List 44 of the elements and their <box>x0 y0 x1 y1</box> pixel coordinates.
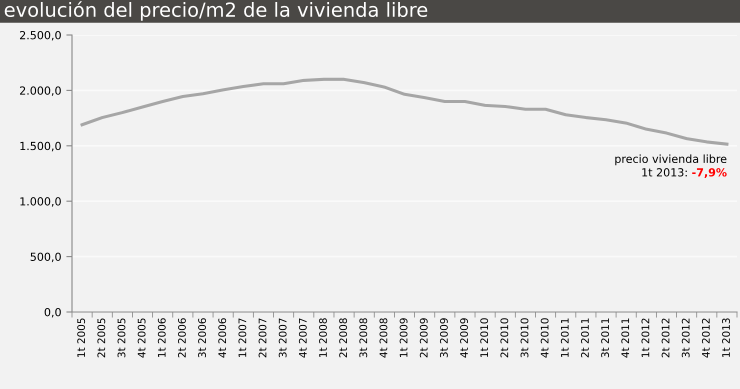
x-tick-label: 1t 2005 <box>77 318 86 357</box>
x-tick-label: 1t 2006 <box>158 318 166 357</box>
x-tick-label: 4t 2012 <box>702 318 710 358</box>
x-tick-label: 1t 2009 <box>400 318 408 357</box>
x-tick-label: 2t 2010 <box>500 318 508 358</box>
x-tick-label: 1t 2008 <box>319 318 327 357</box>
x-tick-label: 1t 2007 <box>238 318 246 357</box>
annotation: precio vivienda libre <box>615 154 726 166</box>
x-tick-label: 3t 2006 <box>198 318 206 358</box>
y-tick-label: 500,0 <box>30 252 61 262</box>
chart-title: evolución del precio/m2 de la vivienda libre <box>4 1 428 21</box>
y-tick-label: 1.000,0 <box>20 197 61 207</box>
y-tick-label: 1.500,0 <box>20 142 61 152</box>
y-tick-label: 2.000,0 <box>20 86 61 96</box>
x-tick-label: 2t 2009 <box>420 318 428 358</box>
x-tick-label: 4t 2010 <box>540 318 549 358</box>
x-tick-label: 4t 2007 <box>298 318 307 358</box>
x-tick-label: 1t 2013 <box>722 318 730 357</box>
line-series <box>80 78 728 146</box>
x-tick-label: 2t 2006 <box>178 318 186 358</box>
annotation: -7,9% <box>692 168 727 178</box>
x-tick-label: 4t 2006 <box>218 318 226 358</box>
x-tick-label: 3t 2008 <box>359 318 368 358</box>
x-tick-label: 1t 2011 <box>560 318 569 357</box>
annotation: 1t 2013: <box>642 168 687 177</box>
x-tick-label: 2t 2008 <box>339 318 348 358</box>
x-tick-label: 3t 2011 <box>601 318 610 358</box>
x-tick-label: 2t 2007 <box>258 318 266 358</box>
y-tick-label: 2.500,0 <box>20 30 61 41</box>
x-tick-label: 3t 2005 <box>118 318 126 358</box>
x-tick-label: 2t 2012 <box>662 318 670 358</box>
x-tick-label: 3t 2009 <box>440 318 448 358</box>
x-tick-label: 1t 2012 <box>641 318 650 357</box>
x-tick-label: 4t 2011 <box>621 318 630 358</box>
x-tick-label: 4t 2009 <box>460 318 468 358</box>
x-tick-label: 3t 2007 <box>278 318 287 358</box>
x-tick-label: 3t 2012 <box>682 318 690 358</box>
x-tick-label: 4t 2005 <box>138 318 146 358</box>
x-tick-label: 3t 2010 <box>520 318 528 358</box>
y-tick-label: 0,0 <box>44 308 61 318</box>
x-tick-label: 2t 2005 <box>97 318 106 358</box>
x-tick-label: 1t 2010 <box>480 318 488 357</box>
x-tick-label: 4t 2008 <box>379 318 388 358</box>
x-tick-label: 2t 2011 <box>581 318 589 358</box>
